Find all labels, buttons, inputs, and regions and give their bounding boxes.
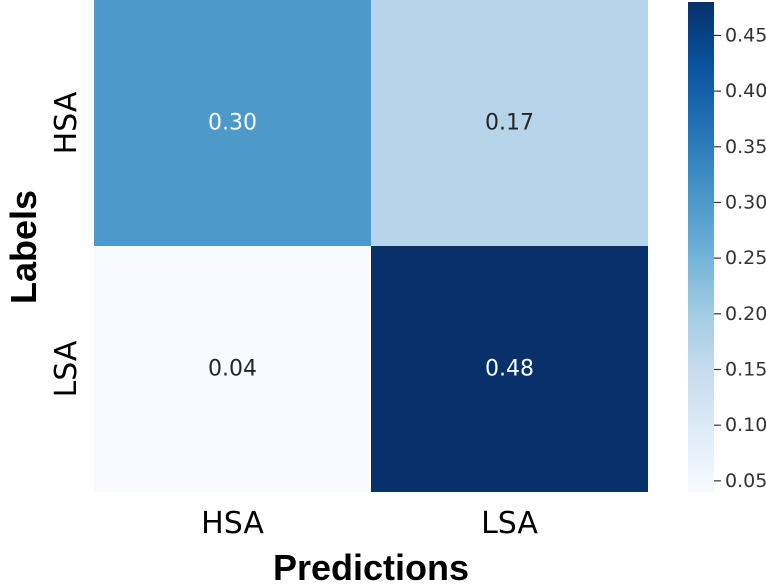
y-tick-label: LSA: [49, 340, 84, 397]
colorbar-tick-label: 0.05: [725, 470, 766, 492]
colorbar-tick-label: 0.10: [725, 414, 766, 436]
heatmap-cell-lsa-hsa: [94, 246, 371, 492]
colorbar-tick-label: 0.20: [725, 303, 766, 325]
heatmap-value-labels: 0.30 0.17 0.04 0.48: [208, 111, 534, 382]
heatmap-cell-hsa-lsa: [371, 0, 648, 246]
x-tick-labels: HSA LSA: [201, 506, 538, 541]
heatmap-cells: [94, 0, 648, 492]
colorbar-ticks: 0.05 0.10 0.15 0.20 0.25 0.30 0.35 0.40 0.45: [714, 24, 766, 492]
cell-value-label: 0.48: [485, 357, 534, 382]
colorbar-tick-label: 0.25: [725, 247, 766, 269]
y-axis-title: Labels: [3, 190, 44, 304]
x-tick-label: HSA: [201, 506, 264, 541]
colorbar: [688, 2, 714, 492]
colorbar-tick-label: 0.15: [725, 359, 766, 381]
heatmap-cell-hsa-hsa: [94, 0, 371, 246]
x-axis-title: Predictions: [273, 547, 469, 586]
cell-value-label: 0.30: [208, 111, 257, 136]
cell-value-label: 0.04: [208, 357, 257, 382]
colorbar-tick-label: 0.40: [725, 80, 766, 102]
x-tick-label: LSA: [481, 506, 538, 541]
heatmap-cell-lsa-lsa: [371, 246, 648, 492]
colorbar-tick-label: 0.30: [725, 191, 766, 213]
y-tick-label: HSA: [49, 91, 84, 154]
cell-value-label: 0.17: [485, 111, 534, 136]
colorbar-tick-label: 0.35: [725, 136, 766, 158]
y-tick-labels: HSA LSA: [49, 91, 84, 397]
colorbar-tick-label: 0.45: [725, 24, 766, 46]
